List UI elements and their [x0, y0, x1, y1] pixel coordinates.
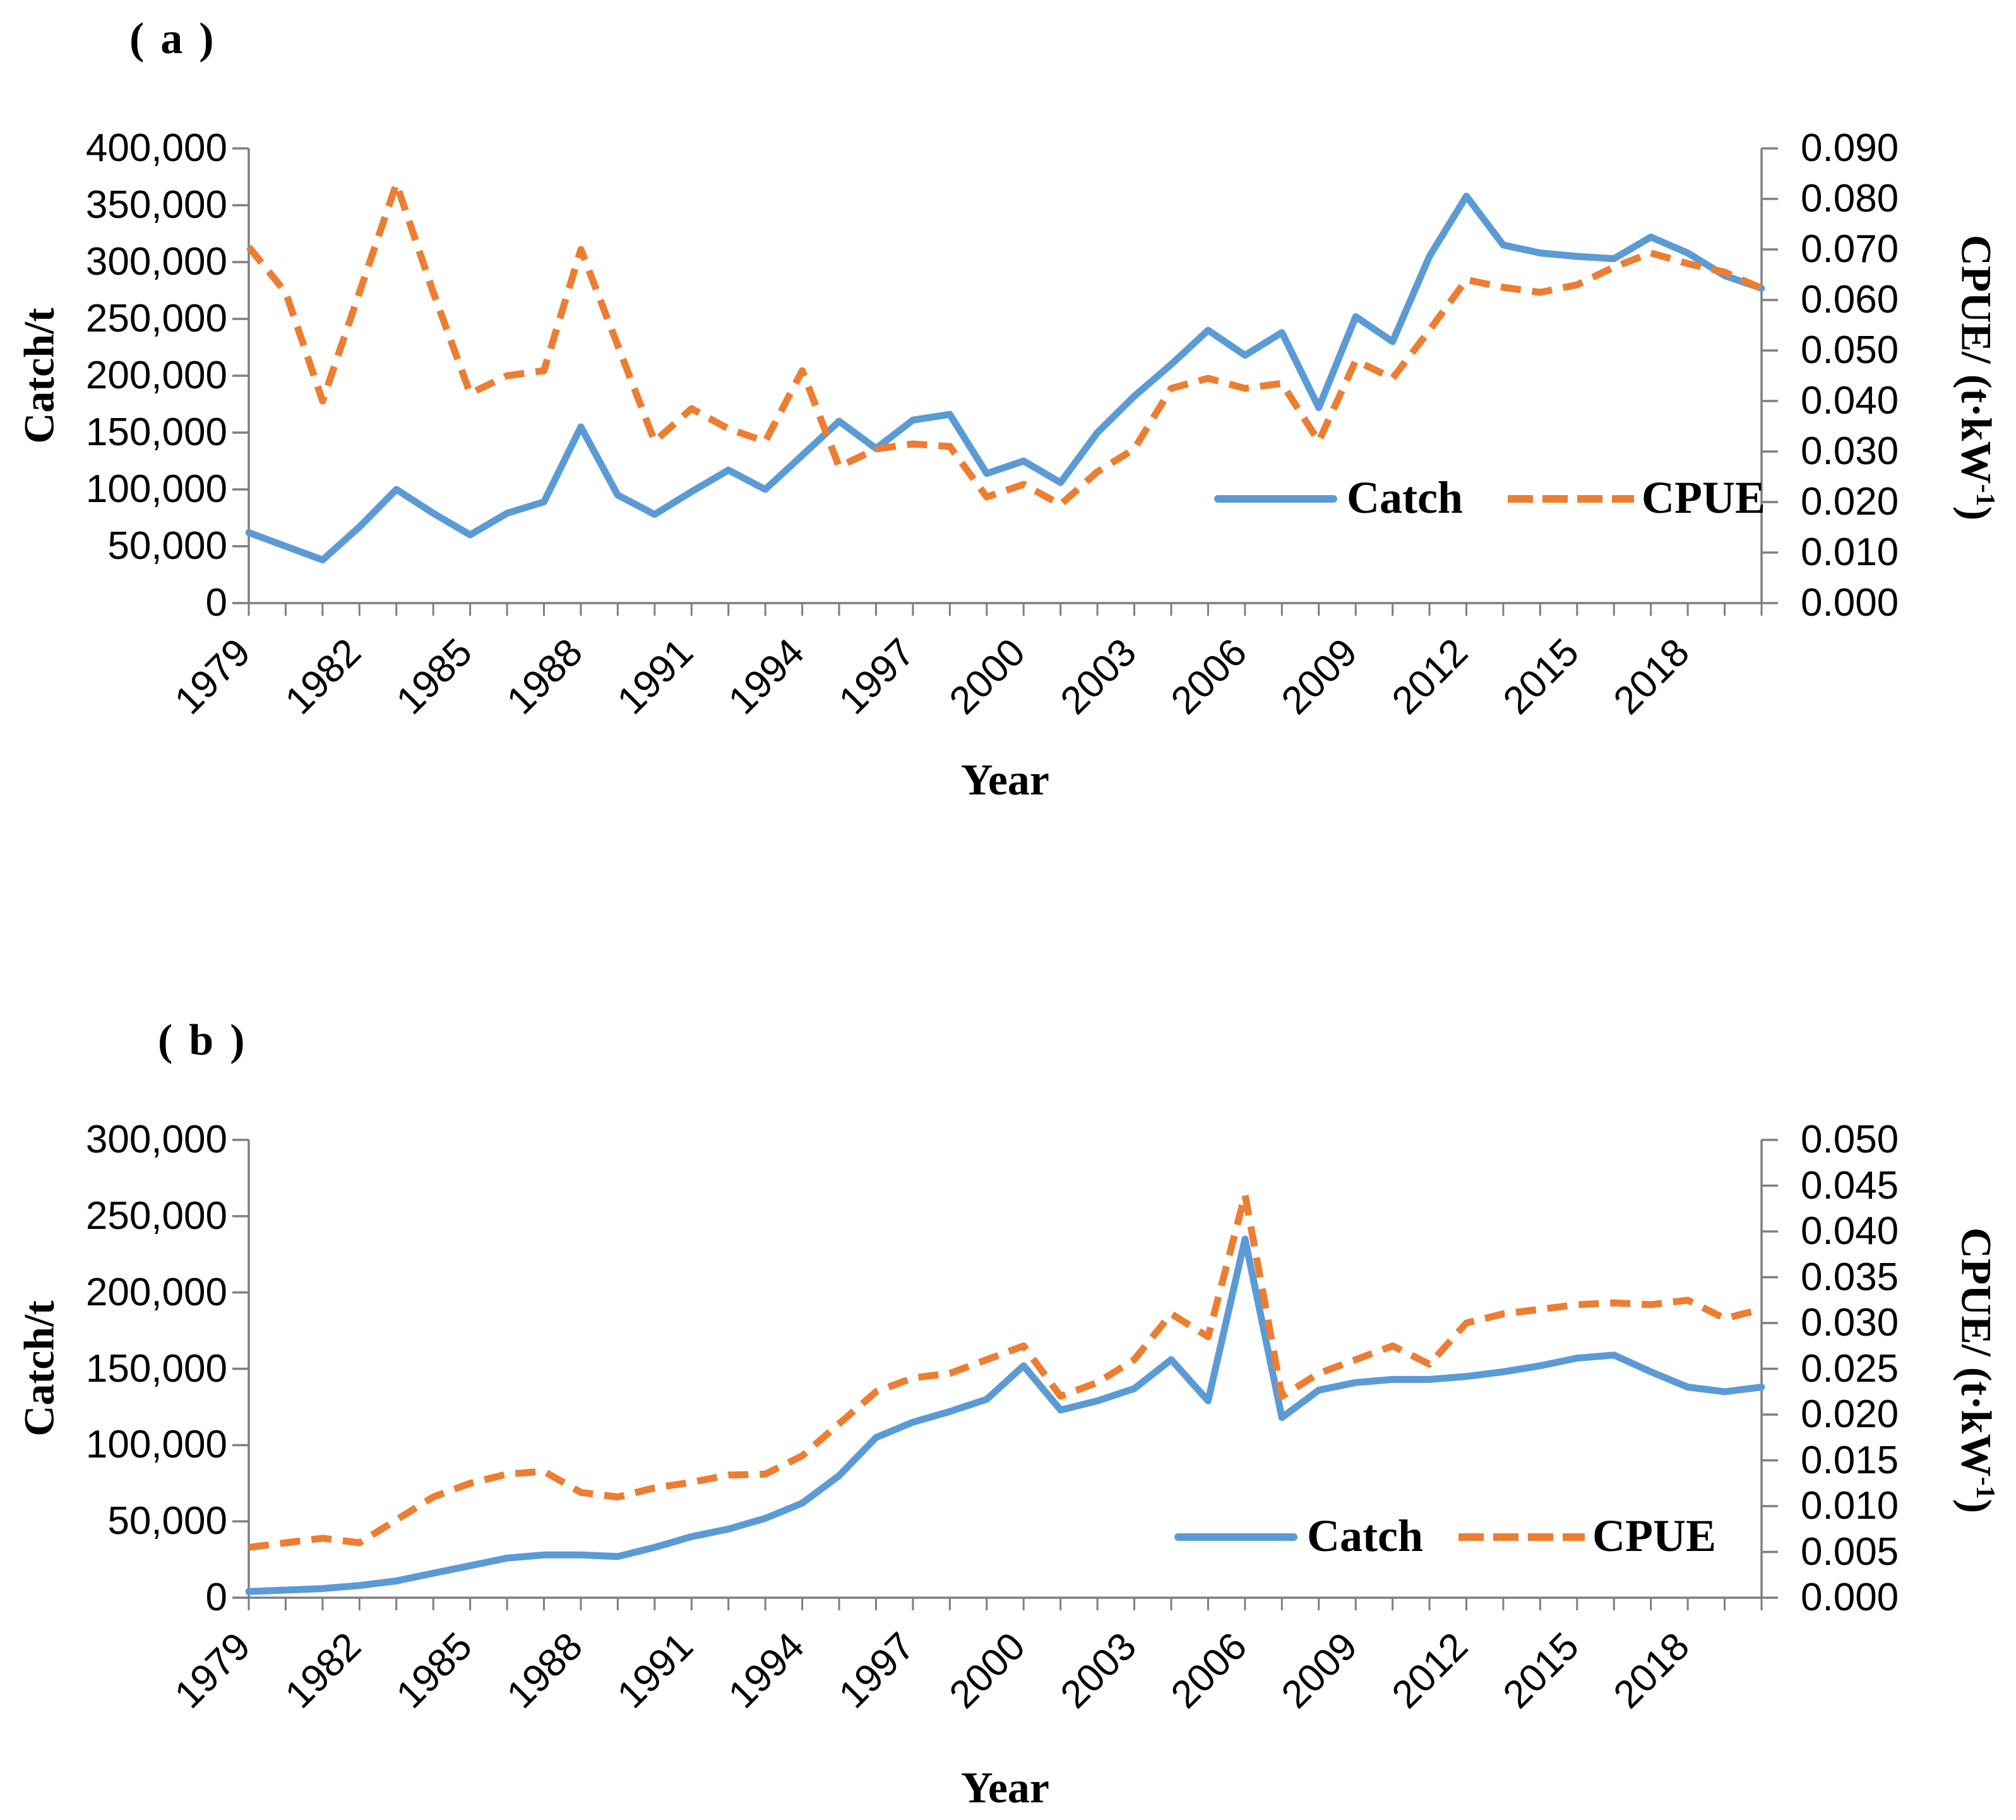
panel-b-right-tick-label: 0.005 — [1801, 1530, 1899, 1574]
panel-a-left-tick-label: 350,000 — [85, 183, 227, 227]
panel-a-legend-cpue-dash-swatch — [1508, 495, 1634, 503]
panel-b-legend-cpue-label: CPUE — [1592, 1511, 1716, 1561]
panel-a-left-tick-label: 400,000 — [85, 126, 227, 170]
panel-a-legend-catch-label: Catch — [1347, 472, 1463, 523]
panel-a-title: (a) — [129, 15, 230, 63]
panel-a-right-tick-label: 0.020 — [1801, 480, 1899, 524]
panel-b-left-tick-label: 50,000 — [107, 1499, 227, 1543]
panel-a-right-tick-label: 0.040 — [1801, 379, 1899, 422]
panel-b-right-tick-label: 0.030 — [1801, 1301, 1899, 1344]
panel-a-left-tick-label: 150,000 — [85, 410, 227, 454]
panel-a-left-tick-label: 100,000 — [85, 467, 227, 511]
panel-b-right-tick-label: 0.010 — [1801, 1484, 1899, 1528]
panel-a-right-tick-label: 0.050 — [1801, 328, 1899, 372]
panel-b-legend-catch-label: Catch — [1307, 1511, 1423, 1561]
panel-b-legend-catch-line-swatch — [1174, 1533, 1297, 1541]
panel-a-right-tick-label: 0.090 — [1801, 126, 1899, 170]
panel-a-x-axis-title: Year — [961, 756, 1049, 805]
panel-a-right-tick-label: 0.000 — [1801, 581, 1899, 625]
panel-a-left-tick-label: 0 — [205, 581, 227, 625]
panel-b-left-tick-label: 0 — [205, 1576, 227, 1619]
panel-a-right-tick-label: 0.030 — [1801, 429, 1899, 473]
panel-b-right-tick-label: 0.015 — [1801, 1438, 1899, 1482]
panel-b-right-tick-label: 0.035 — [1801, 1255, 1899, 1299]
panel-a-cpue-line — [246, 180, 1763, 508]
panel-b-right-tick-label: 0.040 — [1801, 1209, 1899, 1253]
panel-b-cpue-line — [248, 1191, 1763, 1551]
panel-b-title: (b) — [158, 1016, 261, 1065]
panel-b-legend-cpue-dash-swatch — [1458, 1533, 1585, 1541]
panel-a-right-tick-label: 0.080 — [1801, 177, 1899, 220]
panel-b-left-tick-label: 200,000 — [85, 1270, 227, 1314]
panel-a-left-tick-label: 50,000 — [107, 524, 227, 568]
panel-a-right-tick-label: 0.010 — [1801, 530, 1899, 574]
panel-a-right-tick-label: 0.070 — [1801, 227, 1899, 271]
panel-b-right-tick-label: 0.025 — [1801, 1346, 1899, 1391]
panel-b-right-tick-label: 0.045 — [1801, 1163, 1899, 1207]
panel-a-left-tick-label: 200,000 — [85, 354, 227, 397]
panel-b-right-tick-label: 0.050 — [1801, 1118, 1899, 1161]
panel-b-catch-line — [245, 1235, 1765, 1595]
panel-b-left-tick-label: 150,000 — [85, 1346, 227, 1391]
panel-a-legend-catch-line-swatch — [1214, 495, 1337, 503]
panel-b-right-tick-label: 0.000 — [1801, 1576, 1899, 1619]
panel-b-left-tick-label: 300,000 — [85, 1118, 227, 1161]
panel-b-left-tick-label: 100,000 — [85, 1423, 227, 1467]
panel-b-left-tick-label: 250,000 — [85, 1194, 227, 1238]
panel-a-legend-cpue-label: CPUE — [1642, 472, 1765, 523]
panel-a-catch-line — [245, 193, 1765, 564]
panel-a-right-axis-title: CPUE/ (t·kW-1) — [1952, 234, 2001, 521]
panel-b-right-axis-title: CPUE/ (t·kW-1) — [1952, 1227, 2001, 1514]
panel-a-left-tick-label: 300,000 — [85, 240, 227, 284]
panel-a-right-tick-label: 0.060 — [1801, 278, 1899, 321]
panel-b-x-axis-title: Year — [961, 1764, 1049, 1812]
panel-a-left-tick-label: 250,000 — [85, 297, 227, 340]
panel-b-right-tick-label: 0.020 — [1801, 1392, 1899, 1436]
